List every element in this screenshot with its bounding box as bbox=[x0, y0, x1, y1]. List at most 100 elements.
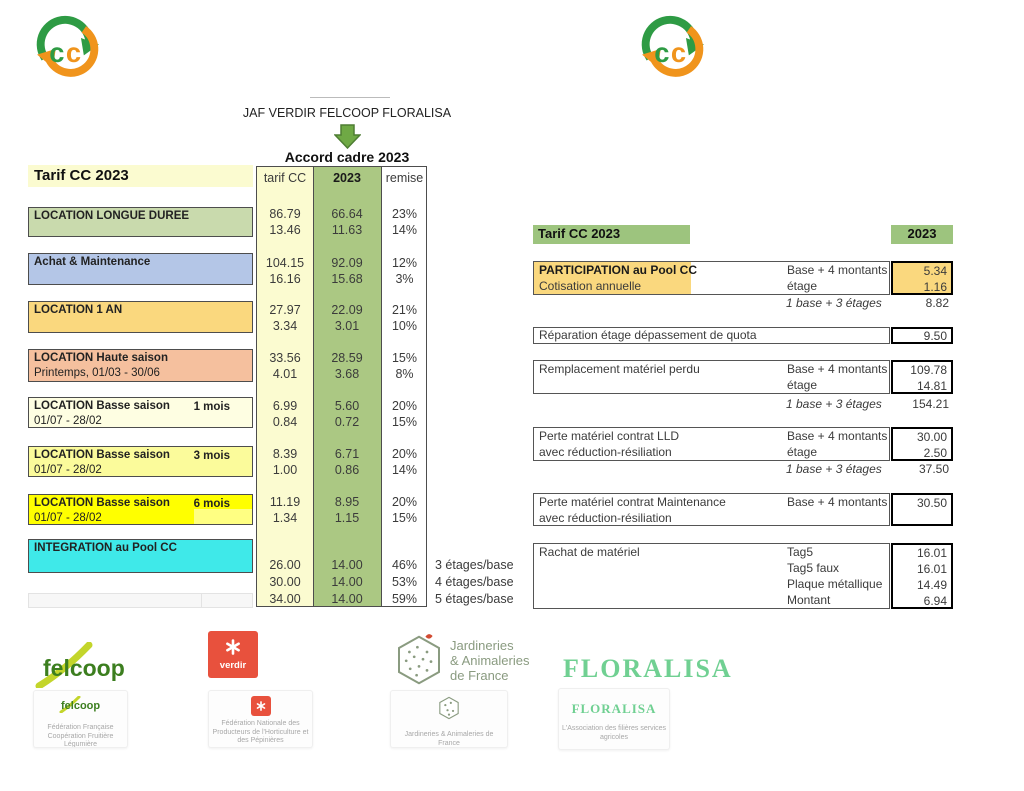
rachat-value-box: 16.01 16.01 14.49 6.94 bbox=[891, 543, 953, 609]
highlight-corner bbox=[194, 509, 252, 524]
price-grid: tarif CC 2023 remise 86.79 66.64 23% 13.… bbox=[256, 166, 514, 608]
section-sublabel: avec réduction-résiliation bbox=[539, 445, 672, 459]
section-label: Perte matériel contrat Maintenance bbox=[539, 495, 726, 509]
etages-note: 5 étages/base bbox=[435, 592, 514, 606]
perte-maintenance-value-box: 30.50 bbox=[891, 493, 953, 526]
card-line: agricoles bbox=[599, 733, 628, 741]
row-sublabel-text: 01/07 - 28/02 bbox=[34, 463, 102, 476]
empty-row bbox=[28, 593, 253, 608]
svg-text:felcoop: felcoop bbox=[61, 700, 100, 712]
duration-tag: 3 mois bbox=[193, 450, 230, 462]
jaf-hexagon-icon bbox=[398, 634, 440, 685]
price-value: 16.01 bbox=[916, 546, 947, 560]
price-value: 1.16 bbox=[923, 280, 947, 294]
price-line: 4.01 3.68 8% bbox=[257, 367, 428, 383]
price-line: 3.34 3.01 10% bbox=[257, 319, 428, 335]
remise-value: 20% bbox=[391, 447, 418, 461]
remise-value: 3% bbox=[395, 272, 414, 286]
price-value: 16.01 bbox=[916, 562, 947, 576]
tarif-value: 30.00 bbox=[269, 575, 301, 589]
accord-value: 6.71 bbox=[334, 447, 360, 461]
price-value: 109.78 bbox=[910, 363, 947, 377]
remise-value: 12% bbox=[391, 256, 418, 270]
price-line: 8.39 6.71 20% bbox=[257, 447, 428, 463]
accord-value: 0.72 bbox=[334, 415, 360, 429]
col-header-remise: remise bbox=[385, 171, 424, 185]
tarif-value: 6.99 bbox=[272, 399, 298, 413]
remise-value: 14% bbox=[391, 223, 418, 237]
tarif-value: 3.34 bbox=[272, 319, 298, 333]
row-label-text: LOCATION Haute saison bbox=[34, 352, 168, 364]
etages-note: 3 étages/base bbox=[435, 558, 514, 572]
tarif-cc-column-bg bbox=[257, 167, 314, 606]
price-value: 14.81 bbox=[916, 379, 947, 393]
card-line: des Pépinières bbox=[237, 737, 284, 744]
price-line: 0.84 0.72 15% bbox=[257, 415, 428, 431]
accord-value: 66.64 bbox=[331, 207, 363, 221]
jaf-hexagon-icon bbox=[439, 696, 459, 720]
section-sublabel: Cotisation annuelle bbox=[539, 279, 642, 293]
total-row: 1 base + 3 étages 37.50 bbox=[533, 462, 953, 478]
jaf-logo: Jardineries & Animaleries de France bbox=[395, 634, 529, 686]
price-value: 30.50 bbox=[916, 496, 947, 510]
tarif-value: 0.84 bbox=[272, 415, 298, 429]
remise-value: 21% bbox=[391, 303, 418, 317]
price-line: 104.15 92.09 12% bbox=[257, 256, 428, 272]
remise-value: 10% bbox=[391, 319, 418, 333]
section-label: Perte matériel contrat LLD bbox=[539, 429, 680, 443]
price-value: 9.50 bbox=[923, 329, 947, 343]
price-line: 1.00 0.86 14% bbox=[257, 463, 428, 479]
row-label-achat-maintenance: Achat & Maintenance bbox=[28, 253, 253, 285]
remise-value: 46% bbox=[391, 558, 418, 572]
item-label: Montant bbox=[787, 593, 831, 607]
row-label-text: INTEGRATION au Pool CC bbox=[34, 542, 177, 554]
price-value: 5.34 bbox=[923, 264, 947, 278]
divider-line bbox=[310, 97, 390, 98]
tarif-value: 4.01 bbox=[272, 367, 298, 381]
section-perte-maintenance: Perte matériel contrat Maintenance avec … bbox=[533, 493, 890, 526]
accord-value: 3.68 bbox=[334, 367, 360, 381]
felcoop-logo: felcoop bbox=[35, 642, 125, 688]
price-value: 2.50 bbox=[923, 446, 947, 460]
price-line: 30.00 14.00 53% 4 étages/base bbox=[257, 575, 513, 591]
cc-letter-green: c bbox=[49, 37, 64, 68]
perte-lld-value-box: 30.00 2.50 bbox=[891, 427, 953, 461]
col-header-2023: 2023 bbox=[333, 171, 361, 185]
tarif-value: 104.15 bbox=[265, 256, 305, 270]
row-label-text: LOCATION LONGUE DUREE bbox=[34, 210, 190, 222]
price-line: 27.97 22.09 21% bbox=[257, 303, 428, 319]
tarif-value: 8.39 bbox=[272, 447, 298, 461]
price-line: 6.99 5.60 20% bbox=[257, 399, 428, 415]
price-value: 14.49 bbox=[916, 578, 947, 592]
price-value: 30.00 bbox=[916, 430, 947, 444]
price-line: 1.34 1.15 15% bbox=[257, 511, 428, 527]
partners-title: JAF VERDIR FELCOOP FLORALISA bbox=[242, 106, 452, 120]
price-line: 11.19 8.95 20% bbox=[257, 495, 428, 511]
reparation-value-box: 9.50 bbox=[891, 327, 953, 344]
row-sublabel-text: Printemps, 01/03 - 30/06 bbox=[34, 366, 160, 379]
item-label: Plaque métallique bbox=[787, 577, 883, 591]
verdir-wordmark: verdir bbox=[219, 660, 247, 671]
etages-note: 4 étages/base bbox=[435, 575, 514, 589]
price-line: 86.79 66.64 23% bbox=[257, 207, 428, 223]
price-line: 13.46 11.63 14% bbox=[257, 223, 428, 239]
price-line: 33.56 28.59 15% bbox=[257, 351, 428, 367]
card-line: Producteurs de l'Horticulture et bbox=[212, 728, 309, 736]
item-label: étage bbox=[787, 445, 818, 459]
price-line: 34.00 14.00 59% 5 étages/base bbox=[257, 592, 513, 608]
remise-value: 14% bbox=[391, 463, 418, 477]
remise-value: 8% bbox=[395, 367, 414, 381]
tarif-value: 33.56 bbox=[269, 351, 301, 365]
row-label-text: Achat & Maintenance bbox=[34, 256, 151, 268]
accord-value: 11.63 bbox=[331, 223, 363, 237]
verdir-logo: verdir bbox=[208, 631, 258, 678]
item-label: Base + 4 montants bbox=[787, 495, 888, 509]
jaf-card: Jardineries & Animaleries de France bbox=[390, 690, 508, 748]
tarif-value: 27.97 bbox=[269, 303, 301, 317]
section-label: Réparation étage dépassement de quota bbox=[539, 328, 757, 342]
section-perte-lld: Perte matériel contrat LLD avec réductio… bbox=[533, 427, 890, 461]
right-table-title: Tarif CC 2023 bbox=[533, 225, 690, 244]
item-label: Base + 4 montants bbox=[787, 362, 888, 376]
section-remplacement: Remplacement matériel perdu Base + 4 mon… bbox=[533, 360, 890, 394]
